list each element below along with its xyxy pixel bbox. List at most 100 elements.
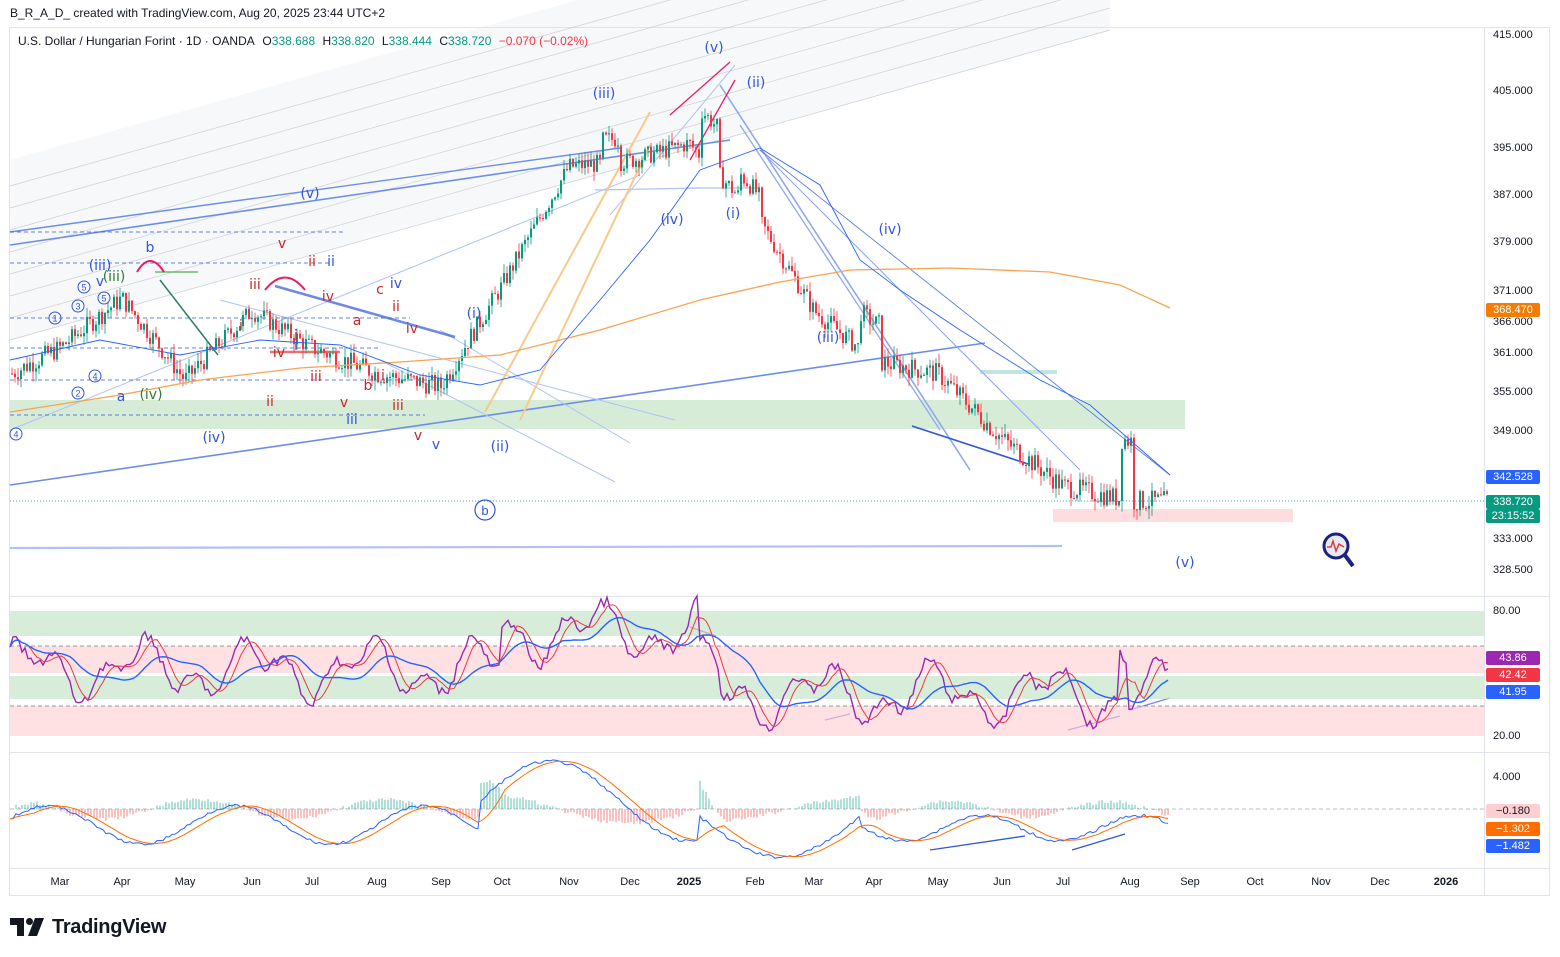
wave-label: v (278, 236, 286, 252)
symbol-legend[interactable]: U.S. Dollar / Hungarian Forint · 1D · OA… (18, 34, 588, 48)
candle-body (959, 387, 961, 396)
chart-credit: B_R_A_D_ created with TradingView.com, A… (10, 6, 386, 20)
candle-body (887, 357, 889, 367)
candle-body (455, 371, 457, 375)
candle-body (1139, 491, 1141, 511)
candle-body (524, 239, 526, 245)
candle-body (314, 340, 316, 355)
candle-body (716, 118, 718, 125)
wave-label: (v) (1175, 555, 1194, 571)
pane-divider-macd[interactable] (9, 752, 1550, 753)
candle-body (287, 323, 289, 330)
candle-body (227, 328, 229, 330)
candle-body (956, 384, 958, 396)
candle-body (743, 174, 745, 184)
trend-line (911, 425, 1029, 465)
price-tick-label: 349.000 (1493, 425, 1533, 437)
candle-body (1010, 440, 1012, 447)
candle-body (1040, 467, 1042, 476)
wedge-line (669, 61, 731, 116)
circled-wave-marker (71, 386, 85, 400)
candle-body (41, 353, 43, 366)
candle-body (506, 273, 508, 284)
candle-body (929, 365, 931, 368)
candle-body (1049, 467, 1051, 477)
candle-body (284, 323, 286, 330)
candle-body (38, 365, 40, 369)
high-value: 338.820 (331, 34, 375, 48)
candle-body (746, 183, 748, 187)
wave-label: (ii) (747, 75, 766, 91)
candle-body (587, 160, 589, 167)
candle-body (1115, 488, 1117, 506)
candle-body (365, 358, 367, 366)
circled-wave-marker (88, 369, 102, 383)
candle-body (737, 190, 739, 193)
candle-body (689, 140, 691, 142)
rsi-oversold-zone (10, 706, 1484, 736)
candle-body (620, 145, 622, 171)
candle-body (710, 115, 712, 127)
candle-body (1163, 491, 1165, 496)
price-tick-label: 361.000 (1493, 347, 1533, 359)
wave-label: iii (346, 412, 358, 428)
candle-body (623, 168, 625, 171)
time-tick-label: Oct (493, 876, 511, 888)
wave-label: (ii) (491, 439, 510, 455)
candle-body (281, 323, 283, 335)
candle-body (479, 316, 481, 327)
trend-line (739, 124, 941, 431)
candle-body (704, 116, 706, 119)
candle-body (668, 141, 670, 158)
candle-body (464, 348, 466, 357)
candle-body (1118, 500, 1120, 506)
candle-body (617, 145, 619, 147)
candle-body (947, 380, 949, 386)
candle-body (230, 328, 232, 334)
candle-body (902, 365, 904, 374)
candle-body (638, 160, 640, 168)
wave-label: (iv) (660, 212, 683, 228)
candle-body (260, 316, 262, 318)
wave-label: v (340, 395, 348, 411)
time-tick-label: 2026 (1433, 876, 1459, 888)
candle-body (1130, 437, 1132, 446)
candle-body (602, 132, 604, 159)
candle-body (542, 218, 544, 220)
candle-body (194, 368, 196, 374)
candle-body (20, 370, 22, 380)
candle-body (1031, 456, 1033, 471)
candle-body (119, 296, 121, 310)
candle-body (920, 375, 922, 378)
candle-body (590, 160, 592, 167)
candle-body (101, 311, 103, 324)
candle-body (212, 349, 214, 351)
wave-label: (iii) (89, 258, 112, 274)
pane-divider-rsi[interactable] (9, 596, 1550, 597)
symbol-name: U.S. Dollar / Hungarian Forint · 1D · OA… (18, 34, 255, 48)
tradingview-logo[interactable]: TradingView (10, 915, 166, 939)
wave-label: i (294, 338, 298, 354)
candle-body (593, 160, 595, 172)
candle-body (428, 379, 430, 394)
candle-body (62, 342, 64, 346)
rsi-mid-band (10, 676, 1484, 699)
magnifier-icon-handle (1342, 552, 1355, 568)
trend-line (594, 187, 701, 191)
candle-body (581, 160, 583, 169)
candle-body (611, 133, 613, 140)
wave-label: (iii) (817, 330, 840, 346)
circled-wave-marker (97, 291, 111, 305)
wave-label: ii (327, 254, 335, 270)
candle-body (158, 337, 160, 349)
candle-body (563, 168, 565, 181)
candle-body (518, 251, 520, 259)
candle-body (923, 374, 925, 376)
candle-body (821, 316, 823, 325)
candle-body (503, 273, 505, 283)
candle-body (632, 155, 634, 167)
candle-body (551, 199, 553, 208)
rsi-upper-band (10, 646, 1484, 673)
candle-body (47, 345, 49, 354)
